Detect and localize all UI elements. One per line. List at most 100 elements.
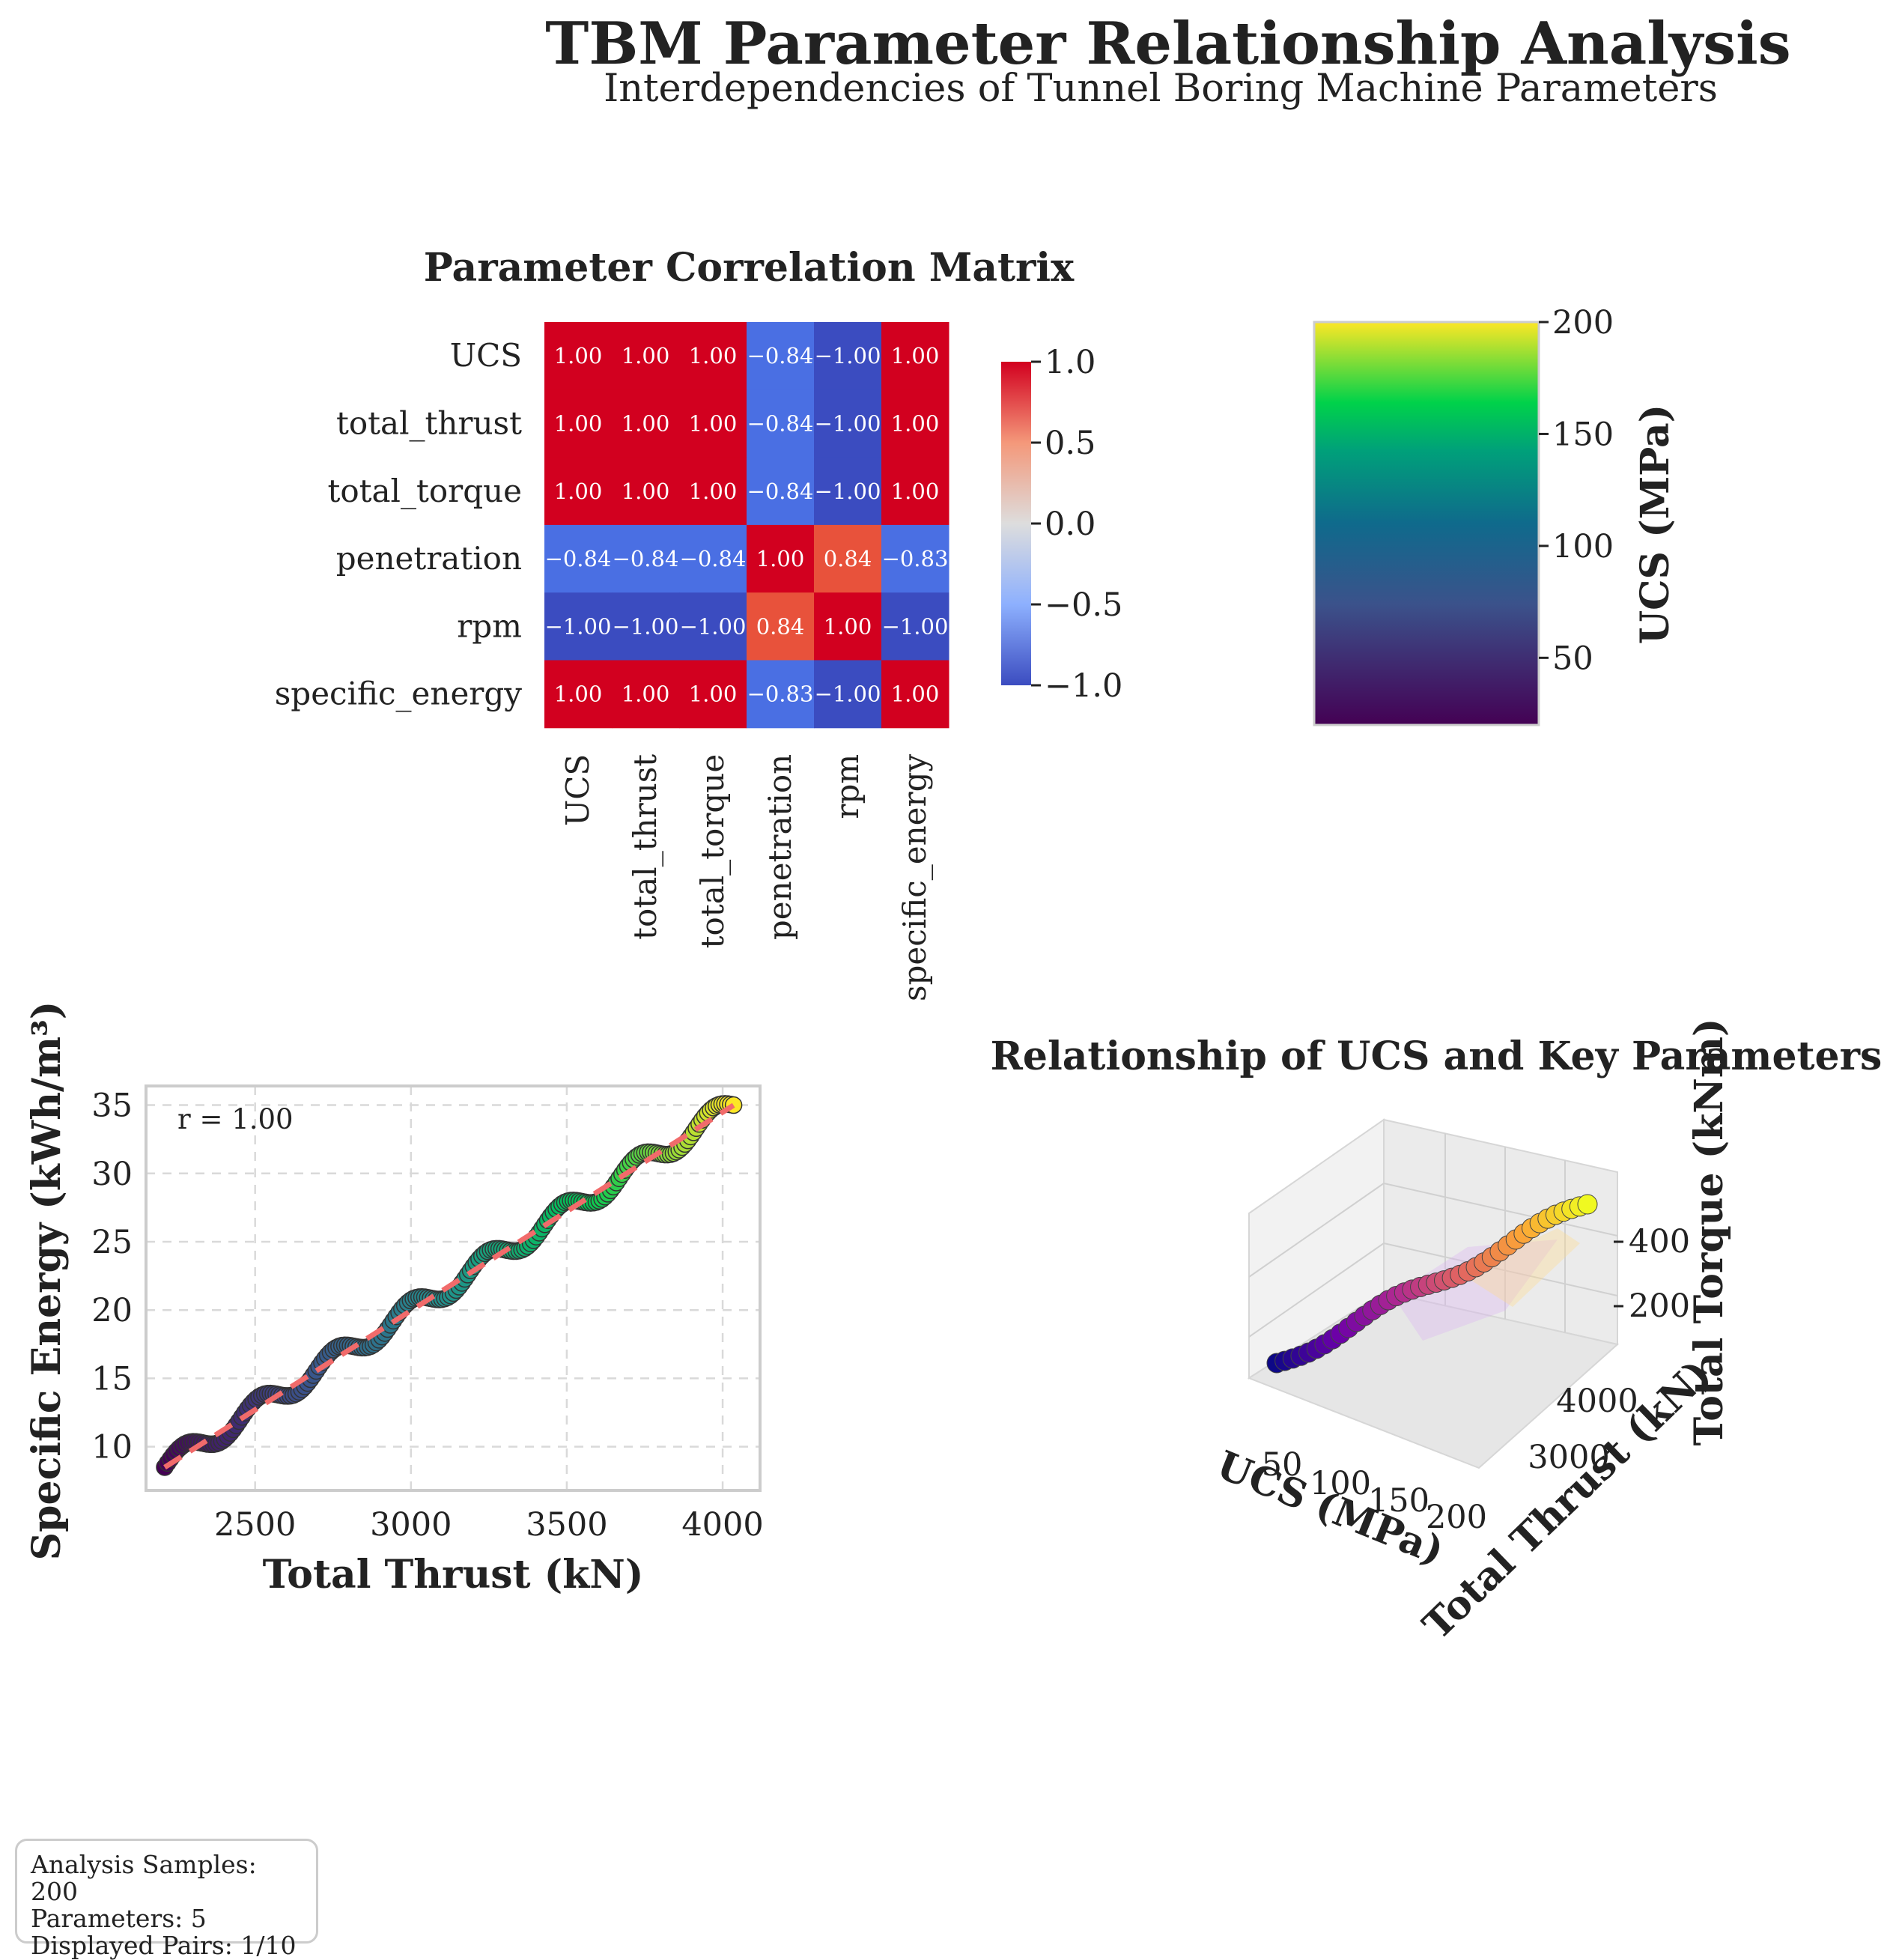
scatter3d-z-tick: 400 [1629,1223,1690,1260]
heatmap-cell-label: −0.84 [680,546,747,571]
ucs-colorbar-panel: 200 150 100 50 UCS (MPa) [1313,304,1678,726]
heatmap-cell-label: 1.00 [689,343,738,368]
heatmap-cell [747,524,815,593]
heatmap-cells: 1.00 1.00 1.00 −0.84 −1.00 1.001.00 1.00 1.00 −0… [544,322,949,729]
heatmap-cell-label: −0.83 [882,546,949,571]
heatmap-row-label: total_thrust [336,404,522,441]
y-tick-label: 30 [91,1156,133,1193]
scatter-frame [145,1084,762,1492]
heatmap-cell [747,322,815,390]
heatmap-cell [612,592,680,661]
heatmap-cell [544,524,613,593]
heatmap-cell [544,660,613,729]
heatmap-row-label: UCS [450,337,522,374]
scatter3d-x-tick: 150 [1368,1482,1429,1520]
stats-box: Analysis Samples: 200 Parameters: 5 Disp… [15,1839,318,1959]
ucs-colorbar [1313,321,1540,726]
heatmap-cell [881,322,949,390]
pane-gridline [1383,1183,1618,1237]
heatmap-cell-label: −1.00 [815,479,881,504]
scatter3d-z-label: Total Torque (kNm) [1686,1019,1732,1446]
heatmap-cell-label: −1.00 [815,682,881,707]
heatmap-cell [679,592,747,661]
colorbar-tick-label: 0.5 [1045,425,1096,462]
heatmap-cell [544,389,613,458]
heatmap-cell [544,457,613,526]
heatmap-cell [544,322,613,390]
heatmap-cell [881,592,949,661]
heatmap-cell [881,660,949,729]
heatmap-cell [814,322,882,390]
heatmap-cell-label: −1.00 [815,343,881,368]
pane-gridline [1248,1243,1385,1338]
scatter3d-title: Relationship of UCS and Key Parameters [991,1034,1883,1079]
scatter3d-x-tick: 100 [1310,1465,1371,1502]
stats-parameters: Parameters: 5 [31,1904,207,1933]
heatmap-cell-label: 1.00 [622,343,670,368]
heatmap-cell-label: 1.00 [554,682,603,707]
ucs-3d-scatter: Relationship of UCS and Key Parameters 5… [991,1019,1883,1649]
heatmap-cell [814,592,882,661]
scatter-x-ticks: 2500 3000 3500 4000 [214,1506,764,1544]
heatmap-cell [747,389,815,458]
heatmap-cell-label: −0.84 [747,343,814,368]
heatmap-cell [679,660,747,729]
heatmap-cell [814,457,882,526]
scatter3d-x-tick: 200 [1426,1499,1487,1536]
pane-gridlines [1248,1133,1618,1338]
ucs-colorbar-ticks: 200 150 100 50 [1539,304,1614,677]
heatmap-cell [612,660,680,729]
heatmap-cell [612,524,680,593]
figure-title: TBM Parameter Relationship Analysis [545,10,1790,78]
thrust-energy-scatter: 2500 3000 3500 4000 10 15 20 25 30 35 r = 1.00 T… [24,1001,764,1598]
heatmap-cell [814,660,882,729]
scatter-y-ticks: 10 15 20 25 30 35 [91,1087,133,1466]
correlation-annotation: r = 1.00 [177,1103,294,1135]
ucs-tick-label: 200 [1552,304,1614,342]
heatmap-row-label: rpm [457,607,522,644]
scatter3d-z-ticks: 200 400 [1614,1223,1690,1325]
heatmap-cell-label: 0.84 [756,613,805,639]
x-tick-label: 4000 [681,1506,763,1544]
y-tick-label: 10 [91,1429,133,1466]
heatmap-cell-label: −1.00 [545,613,612,639]
heatmap-cell-label: −0.84 [613,546,679,571]
heatmap-cell [544,592,613,661]
heatmap-cell-label: −0.83 [747,682,814,707]
heatmap-col-label: rpm [829,754,866,819]
heatmap-cell [679,524,747,593]
heatmap-cell-label: 1.00 [891,410,940,436]
scatter3d-points [1266,1194,1598,1374]
heatmap-cell-label: −0.84 [747,479,814,504]
heatmap-row-labels: UCS total_thrust total_torque penetration rp… [275,337,523,712]
heatmap-cell-label: 1.00 [756,546,805,571]
x-tick-label: 3500 [526,1506,607,1544]
heatmap-col-label: total_thrust [627,754,663,940]
scatter3d-point [1577,1194,1598,1215]
y-tick-label: 25 [91,1224,133,1261]
heatmap-cell-label: 1.00 [891,682,940,707]
pane-gridline [1383,1243,1618,1296]
heatmap-cell-label: 1.00 [689,479,738,504]
heatmap-cell-label: 1.00 [622,410,670,436]
heatmap-col-label: specific_energy [896,754,933,1002]
heatmap-col-label: total_torque [694,754,731,949]
scatter-gridlines [146,1086,760,1490]
colorbar-tick-label: 1.0 [1045,344,1096,381]
heatmap-cell-label: −1.00 [680,613,747,639]
heatmap-row-label: penetration [336,540,522,577]
y-tick-label: 15 [91,1360,133,1398]
colorbar-tick-label: −0.5 [1045,586,1122,624]
heatmap-cell-label: 0.84 [824,546,872,571]
stats-samples: Analysis Samples: 200 [31,1850,257,1906]
surface-patch [1460,1228,1580,1307]
heatmap-cell-label: 1.00 [689,410,738,436]
heatmap-cell [679,389,747,458]
heatmap-cell-label: 1.00 [622,479,670,504]
scatter3d-x-tick: 50 [1262,1446,1303,1484]
heatmap-col-label: UCS [559,754,596,826]
heatmap-cell-label: 1.00 [554,479,603,504]
heatmap-cell-label: 1.00 [891,343,940,368]
heatmap-cell [679,457,747,526]
